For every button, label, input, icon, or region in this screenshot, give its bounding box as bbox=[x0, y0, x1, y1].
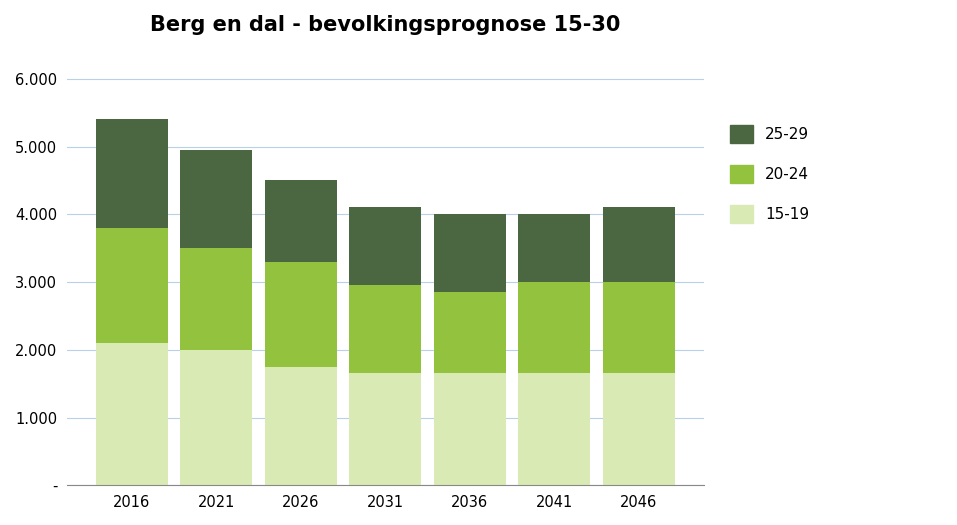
Bar bbox=[265, 181, 337, 261]
Bar bbox=[519, 373, 590, 485]
Legend: 25-29, 20-24, 15-19: 25-29, 20-24, 15-19 bbox=[724, 119, 815, 229]
Bar bbox=[519, 282, 590, 373]
Bar bbox=[434, 373, 505, 485]
Bar bbox=[434, 214, 505, 292]
Bar bbox=[96, 228, 167, 343]
Bar bbox=[349, 207, 421, 286]
Title: Berg en dal - bevolkingsprognose 15-30: Berg en dal - bevolkingsprognose 15-30 bbox=[150, 15, 620, 35]
Bar bbox=[181, 150, 253, 248]
Bar bbox=[265, 366, 337, 485]
Bar bbox=[96, 119, 167, 228]
Bar bbox=[181, 248, 253, 350]
Bar bbox=[349, 373, 421, 485]
Bar bbox=[603, 282, 675, 373]
Bar bbox=[349, 286, 421, 373]
Bar bbox=[434, 292, 505, 373]
Bar bbox=[603, 373, 675, 485]
Bar bbox=[265, 261, 337, 366]
Bar bbox=[96, 343, 167, 485]
Bar bbox=[603, 207, 675, 282]
Bar bbox=[519, 214, 590, 282]
Bar bbox=[181, 350, 253, 485]
